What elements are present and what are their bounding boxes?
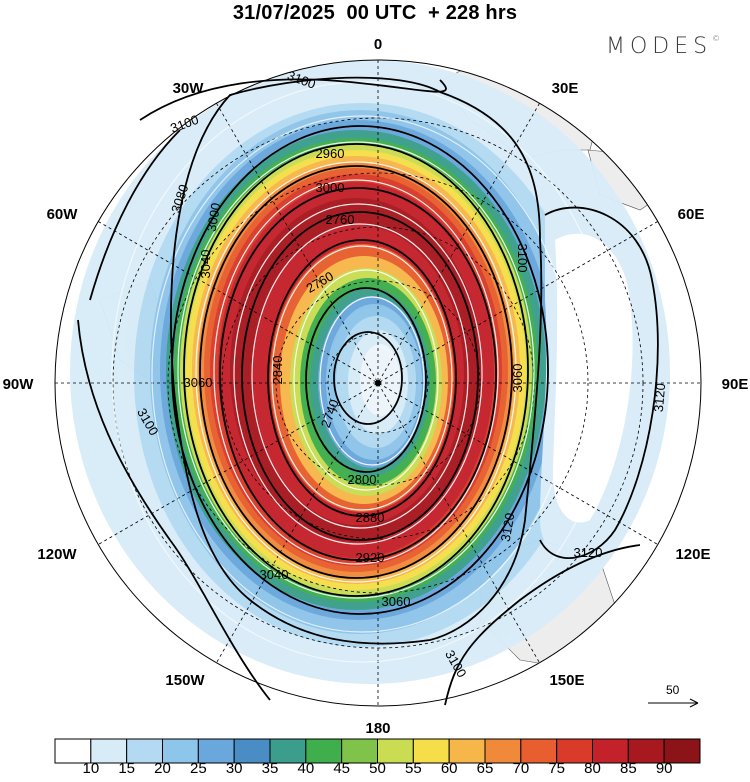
colorbar-swatch: [377, 738, 414, 764]
lon-label-30e: 30E: [552, 80, 579, 97]
height-contours: [77, 76, 659, 706]
colorbar-swatch: [126, 738, 163, 764]
lon-label-150e: 150E: [549, 672, 584, 689]
colorbar-tick-label: 10: [82, 760, 100, 777]
brand-text: MODES: [606, 34, 713, 59]
reference-vector-label: 50: [666, 683, 680, 697]
lon-label-120e: 120E: [675, 546, 710, 563]
colorbar-swatch: [520, 738, 558, 764]
map-boundary: [54, 59, 702, 707]
colorbar-tick-label: 15: [118, 760, 135, 777]
colorbar-tick-label: 55: [404, 760, 422, 777]
colorbar-tick-label: 80: [584, 760, 601, 777]
contour-label: 2760: [326, 212, 355, 227]
colorbar-tick-label: 25: [189, 760, 207, 777]
colorbar-swatch: [90, 738, 128, 764]
south-pole-marker: [375, 380, 381, 386]
contour-label: 3040: [260, 567, 289, 582]
contour-label: 2880: [356, 510, 385, 525]
contour-label: 3000: [204, 202, 224, 233]
lon-label-90w: 90W: [3, 376, 35, 393]
contour-label: 3060: [510, 364, 525, 393]
contour-label: 2960: [316, 146, 345, 161]
contour-label: 3000: [316, 180, 345, 195]
colorbar-tick-label: 45: [333, 760, 350, 777]
colorbar-swatch: [412, 738, 450, 764]
lon-label-180: 180: [365, 720, 390, 737]
colorbar-tick-label: 60: [440, 760, 458, 777]
colorbar-tick-label: 90: [655, 760, 673, 777]
contour-label: 3060: [184, 375, 213, 390]
contour-label: 3120: [651, 383, 668, 413]
contour-label: 2800: [348, 472, 377, 487]
colorbar-swatch: [592, 738, 629, 764]
lon-label-120w: 120W: [37, 546, 77, 563]
lon-label-30w: 30W: [173, 80, 205, 97]
colorbar-swatch: [233, 738, 271, 764]
lon-label-90e: 90E: [722, 376, 749, 393]
map-title: 31/07/2025 00 UTC + 228 hrs: [232, 2, 518, 24]
colorbar-tick-label: 65: [476, 760, 494, 777]
colorbar-swatch: [197, 738, 235, 764]
colorbar-tick-label: 70: [512, 760, 530, 777]
colorbar-tick-label: 50: [369, 760, 386, 777]
colorbar-tick-label: 30: [225, 760, 243, 777]
colorbar-tick-label: 35: [261, 760, 279, 777]
contour-label: 3120: [498, 512, 518, 543]
colorbar-swatch: [305, 738, 343, 764]
lon-label-150w: 150W: [165, 672, 205, 689]
reference-vector: [648, 698, 699, 708]
colorbar-tick-label: 20: [154, 760, 171, 777]
contour-label: 3100: [515, 244, 530, 273]
colorbar-tick-label: 75: [548, 760, 565, 777]
wind-vectors: [111, 81, 613, 663]
brand-logo: MODES©: [606, 34, 720, 59]
colorbar-tick-label: 40: [297, 760, 315, 777]
contour-label: 3040: [198, 250, 213, 279]
lon-label-0: 0: [374, 36, 382, 53]
longitude-labels: 0 30E 60E 90E 120E 150E 180 150W 120W 90…: [3, 36, 749, 737]
lon-label-60e: 60E: [678, 206, 705, 223]
colorbar-swatch: [556, 738, 594, 764]
contour-label: 3120: [574, 545, 603, 560]
contour-label: 2840: [270, 356, 285, 385]
colorbar-swatch: [663, 738, 701, 764]
wind-shading: [70, 60, 670, 684]
colorbar-swatch: [484, 738, 522, 764]
contour-label: 3060: [382, 594, 411, 609]
contour-label: 2920: [356, 550, 385, 565]
brand-mark: ©: [712, 34, 721, 43]
lon-label-60w: 60W: [47, 206, 79, 223]
colorbar-tick-label: 85: [619, 760, 637, 777]
